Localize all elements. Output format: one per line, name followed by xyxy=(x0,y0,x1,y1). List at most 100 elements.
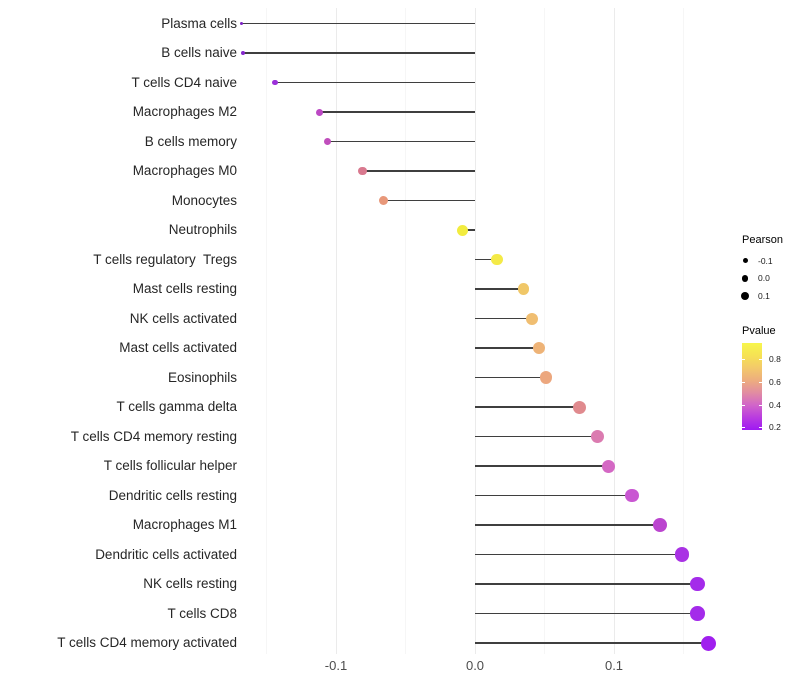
lollipop-stem xyxy=(475,317,532,320)
lollipop-dot xyxy=(525,312,538,325)
legend-size-label: -0.1 xyxy=(758,255,773,266)
lollipop-dot xyxy=(239,21,244,26)
y-axis-label: T cells CD4 memory resting xyxy=(70,428,237,444)
lollipop-stem xyxy=(241,22,475,25)
y-axis-label: Mast cells resting xyxy=(132,281,237,296)
gridline-major xyxy=(474,8,476,654)
lollipop-stem xyxy=(383,199,475,202)
lollipop-stem xyxy=(475,406,580,408)
legend-size-dot xyxy=(741,275,749,282)
gridline-minor xyxy=(266,8,267,654)
y-axis-label: NK cells resting xyxy=(143,576,237,591)
lollipop-stem xyxy=(327,140,475,143)
lollipop-stem xyxy=(462,229,475,231)
legend-size-entry: 0.0 xyxy=(736,270,800,288)
legend-size-entry: -0.1 xyxy=(736,252,800,270)
x-axis-tick-label: 0.0 xyxy=(465,658,485,673)
gridline-major xyxy=(613,8,615,654)
y-axis-label: T cells gamma delta xyxy=(116,399,237,414)
lollipop-dot xyxy=(315,108,323,116)
legend-pearson-title: Pearson xyxy=(742,234,783,246)
legend-size-dot-cell xyxy=(736,275,754,282)
y-axis-label: T cells CD8 xyxy=(167,605,237,621)
lollipop-dot xyxy=(674,547,690,562)
colorbar-tick-mark xyxy=(742,358,745,360)
lollipop-stem xyxy=(475,465,609,467)
y-axis-label: Macrophages M0 xyxy=(132,163,237,178)
lollipop-dot xyxy=(532,342,545,354)
colorbar-tick-mark xyxy=(742,404,745,406)
lollipop-dot xyxy=(378,195,388,206)
lollipop-dot xyxy=(456,224,468,236)
lollipop-stem xyxy=(319,111,475,113)
lollipop-stem xyxy=(475,612,698,615)
lollipop-dot xyxy=(272,79,278,86)
lollipop-stem xyxy=(475,583,698,585)
gridline-minor xyxy=(405,8,406,654)
colorbar-tick-label: 0.6 xyxy=(769,376,781,387)
y-axis-label: B cells naive xyxy=(161,45,237,60)
lollipop-dot xyxy=(690,576,705,592)
lollipop-dot xyxy=(539,371,553,384)
legend-size-dot xyxy=(742,258,748,264)
y-axis-label: T cells follicular helper xyxy=(103,458,237,473)
lollipop-dot xyxy=(517,283,530,295)
lollipop-stem xyxy=(475,258,498,261)
lollipop-stem xyxy=(475,347,539,349)
legend-pearson-size: Pearson -0.1 0.0 0.1 xyxy=(736,234,800,305)
lollipop-dot xyxy=(323,137,332,146)
pvalue-colorbar xyxy=(742,342,762,430)
gridline-major xyxy=(335,8,337,654)
lollipop-dot xyxy=(590,430,604,443)
x-axis-tick-label: 0.1 xyxy=(604,658,624,673)
x-axis-tick-label: -0.1 xyxy=(324,658,348,673)
lollipop-stem xyxy=(475,524,660,526)
lollipop-stem xyxy=(475,642,709,644)
y-axis-label: T cells CD4 naive xyxy=(131,74,237,90)
lollipop-stem xyxy=(475,376,546,379)
colorbar-tick-mark xyxy=(759,426,762,428)
y-axis-label: T cells regulatory Tregs xyxy=(93,251,237,267)
y-axis-label: Mast cells activated xyxy=(119,340,237,355)
lollipop-stem xyxy=(475,494,633,497)
lollipop-stem xyxy=(475,435,598,438)
lollipop-stem xyxy=(475,553,683,556)
colorbar-tick-mark xyxy=(742,426,745,428)
y-axis-label: T cells CD4 memory activated xyxy=(57,635,237,650)
y-axis-label: Macrophages M2 xyxy=(132,104,237,119)
colorbar-tick-label: 0.8 xyxy=(769,353,781,364)
lollipop-dot xyxy=(240,51,245,55)
lollipop-dot xyxy=(690,606,705,621)
lollipop-dot xyxy=(625,488,639,503)
colorbar-tick-mark xyxy=(759,404,762,406)
lollipop-stem xyxy=(242,52,475,54)
colorbar-tick-label: 0.4 xyxy=(769,399,781,410)
lollipop-dot xyxy=(601,459,615,473)
lollipop-stem xyxy=(475,288,524,290)
colorbar-tick-mark xyxy=(742,381,745,383)
lollipop-dot xyxy=(491,253,503,266)
y-axis-label: Dendritic cells activated xyxy=(95,546,237,562)
y-axis-label: Monocytes xyxy=(171,192,237,208)
lollipop-stem xyxy=(362,170,475,172)
gridline-minor xyxy=(683,8,684,654)
gridline-minor xyxy=(544,8,545,654)
y-axis-label: Plasma cells xyxy=(161,15,237,31)
legend-pvalue-title: Pvalue xyxy=(742,324,776,337)
legend-size-label: 0.1 xyxy=(758,290,770,301)
y-axis-label: Eosinophils xyxy=(167,369,237,385)
legend-size-label: 0.0 xyxy=(758,273,770,284)
lollipop-dot xyxy=(701,635,717,651)
legend: Pearson -0.1 0.0 0.1 Pvalue 0.8 0.6 0.4 0.2 xyxy=(736,234,800,432)
lollipop-dot xyxy=(572,400,586,414)
pvalue-colorbar-wrap: 0.8 0.6 0.4 0.2 xyxy=(742,342,800,432)
lollipop-dot xyxy=(652,518,667,532)
y-axis-label: Dendritic cells resting xyxy=(108,487,237,503)
colorbar-tick-mark xyxy=(759,358,762,360)
legend-size-dot-cell xyxy=(736,291,754,300)
y-axis-label: Macrophages M1 xyxy=(132,517,237,532)
legend-size-entry: 0.1 xyxy=(736,287,800,305)
y-axis-label: NK cells activated xyxy=(129,310,237,326)
legend-pvalue-color: Pvalue 0.8 0.6 0.4 0.2 xyxy=(736,324,800,432)
